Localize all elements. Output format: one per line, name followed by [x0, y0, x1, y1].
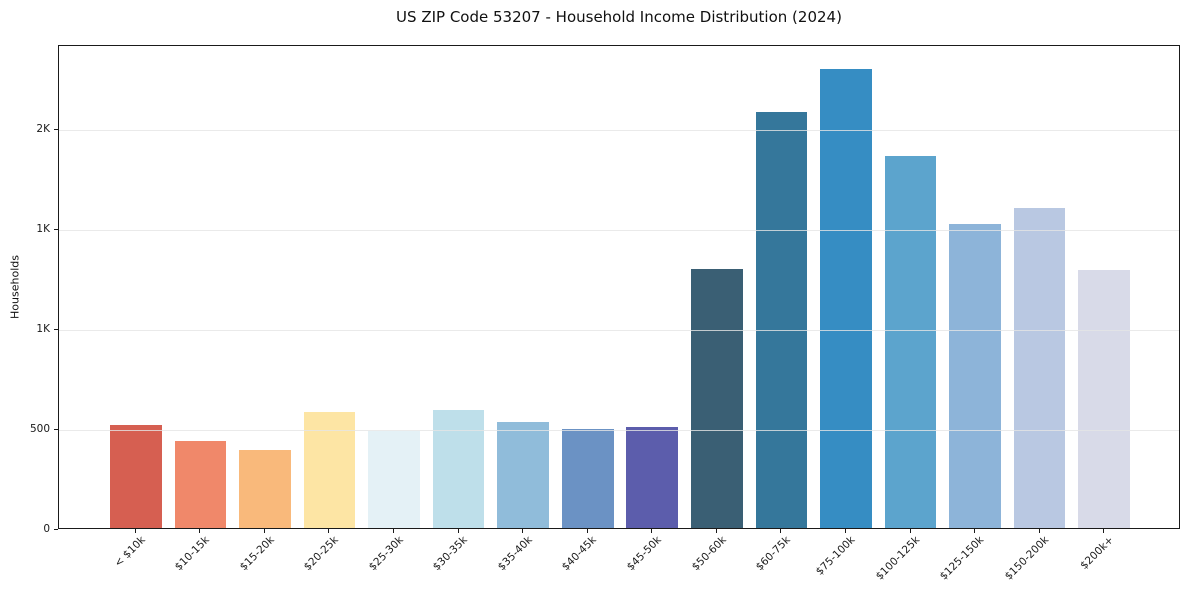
gridline — [59, 130, 1179, 131]
x-tick-mark — [909, 529, 911, 533]
plot-area — [58, 45, 1180, 529]
bar-200k — [1078, 270, 1130, 528]
gridline — [59, 330, 1179, 331]
bar-150-200k — [1013, 208, 1066, 528]
y-tick-label: 2K — [36, 123, 50, 135]
x-tick-label: $10-15k — [172, 534, 212, 574]
y-tick-mark — [54, 429, 58, 430]
x-tick-label: $20-25k — [301, 534, 341, 574]
y-axis-label: Households — [8, 255, 22, 319]
y-tick-label: 0 — [43, 523, 50, 535]
x-tick-label: $125-150k — [938, 534, 987, 583]
bar-100-125k — [884, 156, 937, 528]
x-tick-mark — [715, 529, 717, 533]
x-tick-mark — [263, 529, 265, 533]
x-tick-mark — [974, 529, 976, 533]
bar-40-45k — [561, 429, 614, 528]
x-tick-mark — [134, 529, 136, 533]
bar-45-50k — [626, 427, 679, 528]
y-tick-mark — [54, 129, 58, 130]
bar-50-60k — [691, 269, 743, 528]
bar-125-150k — [949, 224, 1001, 528]
x-tick-label: $100-125k — [873, 534, 923, 583]
x-tick-label: $15-20k — [237, 534, 277, 574]
bar-15-20k — [239, 450, 291, 528]
bar-60-75k — [755, 112, 808, 528]
x-tick-mark — [651, 529, 653, 533]
x-tick-mark — [522, 529, 524, 533]
gridline — [59, 230, 1179, 231]
x-tick-label: $60-75k — [753, 534, 793, 574]
x-tick-label: $45-50k — [624, 534, 664, 574]
x-tick-label: < $10k — [111, 534, 148, 570]
gridline — [59, 430, 1179, 431]
bar-75-100k — [820, 69, 872, 528]
x-tick-mark — [199, 529, 201, 533]
x-tick-label: $50-60k — [689, 534, 729, 574]
x-tick-mark — [457, 529, 459, 533]
x-tick-label: $25-30k — [366, 534, 406, 574]
x-tick-label: $40-45k — [560, 534, 600, 574]
x-tick-label: $150-200k — [1002, 534, 1052, 583]
x-tick-mark — [586, 529, 588, 533]
bar-20-25k — [303, 412, 356, 528]
y-tick-mark — [54, 329, 58, 330]
x-tick-mark — [393, 529, 395, 533]
chart-title: US ZIP Code 53207 - Household Income Dis… — [396, 8, 842, 26]
bar-30-35k — [432, 410, 485, 528]
x-tick-label: $30-35k — [431, 534, 471, 574]
y-tick-label: 500 — [29, 423, 50, 435]
bar-10k — [110, 425, 162, 528]
y-tick-label: 1K — [36, 223, 50, 235]
x-tick-label: $75-100k — [813, 534, 858, 578]
x-tick-mark — [328, 529, 330, 533]
y-tick-mark — [54, 529, 58, 530]
bar-25-30k — [368, 431, 420, 528]
x-tick-mark — [780, 529, 782, 533]
bar-10-15k — [174, 441, 227, 528]
x-tick-mark — [1038, 529, 1040, 533]
bar-35-40k — [497, 422, 549, 528]
y-tick-mark — [54, 229, 58, 230]
x-tick-mark — [1103, 529, 1105, 533]
x-tick-mark — [844, 529, 846, 533]
x-tick-label: $35-40k — [495, 534, 535, 574]
y-tick-label: 1K — [36, 323, 50, 335]
x-tick-label: $200k+ — [1077, 534, 1116, 572]
